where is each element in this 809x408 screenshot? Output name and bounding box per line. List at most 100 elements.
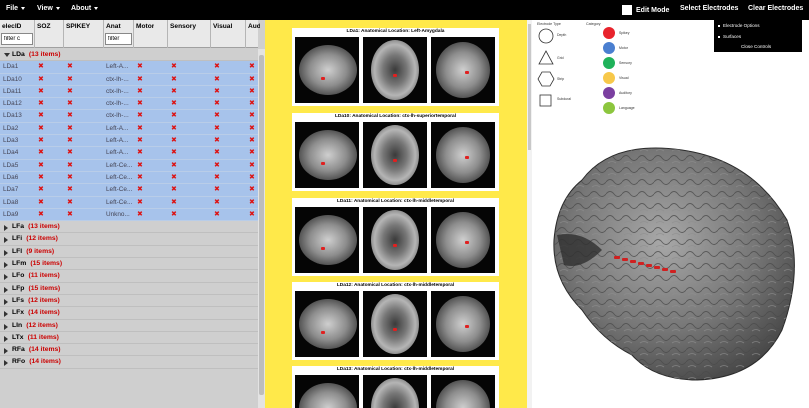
audit-cell-x-icon[interactable]: ✖ [249, 198, 255, 206]
sensory-cell-x-icon[interactable]: ✖ [171, 149, 177, 157]
audit-cell-x-icon[interactable]: ✖ [249, 75, 255, 83]
clear-electrodes-button[interactable]: Clear Electrodes [748, 5, 804, 12]
column-soz[interactable]: SOZ [35, 20, 64, 48]
visual-cell-x-icon[interactable]: ✖ [214, 100, 220, 108]
soz-cell-x-icon[interactable]: ✖ [38, 112, 44, 120]
table-scrollbar[interactable] [258, 49, 265, 408]
electrode-options-item[interactable]: Electrode Options [718, 23, 760, 28]
sensory-cell-x-icon[interactable]: ✖ [171, 161, 177, 169]
group-row[interactable]: LFa (13 items) [0, 221, 258, 234]
group-row[interactable]: LIn (12 items) [0, 320, 258, 332]
audit-cell-x-icon[interactable]: ✖ [249, 112, 255, 120]
spikey-cell-x-icon[interactable]: ✖ [67, 173, 73, 181]
table-row[interactable]: LDa4 Left-A... ✖ ✖ ✖ ✖ ✖ ✖ [0, 147, 258, 160]
motor-cell-x-icon[interactable]: ✖ [137, 161, 143, 169]
visual-cell-x-icon[interactable]: ✖ [214, 87, 220, 95]
soz-cell-x-icon[interactable]: ✖ [38, 198, 44, 206]
visual-cell-x-icon[interactable]: ✖ [214, 124, 220, 132]
visual-cell-x-icon[interactable]: ✖ [214, 112, 220, 120]
spikey-cell-x-icon[interactable]: ✖ [67, 161, 73, 169]
spikey-cell-x-icon[interactable]: ✖ [67, 75, 73, 83]
table-row[interactable]: LDa9 Unkno... ✖ ✖ ✖ ✖ ✖ ✖ [0, 208, 258, 222]
group-row-lda[interactable]: LDa (13 items) [0, 49, 258, 62]
table-row[interactable]: LDa1 Left-A... ✖ ✖ ✖ ✖ ✖ ✖ [0, 61, 258, 74]
table-row[interactable]: LDa7 Left-Ce... ✖ ✖ ✖ ✖ ✖ ✖ [0, 184, 258, 197]
group-row[interactable]: LFx (14 items) [0, 307, 258, 320]
group-row[interactable]: RFo (14 items) [0, 356, 258, 369]
spikey-cell-x-icon[interactable]: ✖ [67, 210, 73, 218]
sensory-cell-x-icon[interactable]: ✖ [171, 100, 177, 108]
sensory-cell-x-icon[interactable]: ✖ [171, 186, 177, 194]
column-spikey[interactable]: SPIKEY [64, 20, 104, 48]
edit-mode-toggle[interactable]: Edit Mode [622, 5, 669, 15]
audit-cell-x-icon[interactable]: ✖ [249, 161, 255, 169]
group-row[interactable]: RFa (14 items) [0, 344, 258, 357]
sensory-cell-x-icon[interactable]: ✖ [171, 173, 177, 181]
brain-surface[interactable] [542, 140, 804, 390]
column-visual[interactable]: Visual [211, 20, 246, 48]
report-scrollbar[interactable] [527, 20, 532, 408]
table-row[interactable]: LDa11 ctx-lh-... ✖ ✖ ✖ ✖ ✖ ✖ [0, 85, 258, 99]
soz-cell-x-icon[interactable]: ✖ [38, 124, 44, 132]
group-row[interactable]: LFi (12 items) [0, 233, 258, 246]
motor-cell-x-icon[interactable]: ✖ [137, 75, 143, 83]
motor-cell-x-icon[interactable]: ✖ [137, 63, 143, 71]
sensory-cell-x-icon[interactable]: ✖ [171, 124, 177, 132]
soz-cell-x-icon[interactable]: ✖ [38, 210, 44, 218]
scrollbar-thumb[interactable] [528, 24, 531, 150]
audit-cell-x-icon[interactable]: ✖ [249, 124, 255, 132]
soz-cell-x-icon[interactable]: ✖ [38, 63, 44, 71]
spikey-cell-x-icon[interactable]: ✖ [67, 112, 73, 120]
motor-cell-x-icon[interactable]: ✖ [137, 210, 143, 218]
audit-cell-x-icon[interactable]: ✖ [249, 149, 255, 157]
motor-cell-x-icon[interactable]: ✖ [137, 186, 143, 194]
motor-cell-x-icon[interactable]: ✖ [137, 173, 143, 181]
visual-cell-x-icon[interactable]: ✖ [214, 210, 220, 218]
sensory-cell-x-icon[interactable]: ✖ [171, 198, 177, 206]
visual-cell-x-icon[interactable]: ✖ [214, 149, 220, 157]
audit-cell-x-icon[interactable]: ✖ [249, 87, 255, 95]
soz-cell-x-icon[interactable]: ✖ [38, 149, 44, 157]
edit-mode-checkbox[interactable] [622, 5, 632, 15]
column-sensory[interactable]: Sensory [168, 20, 211, 48]
spikey-cell-x-icon[interactable]: ✖ [67, 100, 73, 108]
soz-cell-x-icon[interactable]: ✖ [38, 75, 44, 83]
sensory-cell-x-icon[interactable]: ✖ [171, 137, 177, 145]
sensory-cell-x-icon[interactable]: ✖ [171, 87, 177, 95]
spikey-cell-x-icon[interactable]: ✖ [67, 137, 73, 145]
motor-cell-x-icon[interactable]: ✖ [137, 124, 143, 132]
audit-cell-x-icon[interactable]: ✖ [249, 100, 255, 108]
table-row[interactable]: LDa12 ctx-lh-... ✖ ✖ ✖ ✖ ✖ ✖ [0, 98, 258, 111]
close-controls-button[interactable]: Close Controls [741, 44, 772, 49]
motor-cell-x-icon[interactable]: ✖ [137, 137, 143, 145]
soz-cell-x-icon[interactable]: ✖ [38, 186, 44, 194]
soz-cell-x-icon[interactable]: ✖ [38, 137, 44, 145]
audit-cell-x-icon[interactable]: ✖ [249, 210, 255, 218]
table-row[interactable]: LDa8 Left-Ce... ✖ ✖ ✖ ✖ ✖ ✖ [0, 196, 258, 209]
table-row[interactable]: LDa13 ctx-lh-... ✖ ✖ ✖ ✖ ✖ ✖ [0, 110, 258, 123]
select-electrodes-button[interactable]: Select Electrodes [680, 5, 739, 12]
spikey-cell-x-icon[interactable]: ✖ [67, 186, 73, 194]
audit-cell-x-icon[interactable]: ✖ [249, 63, 255, 71]
sensory-cell-x-icon[interactable]: ✖ [171, 210, 177, 218]
group-row[interactable]: LFp (15 items) [0, 283, 258, 295]
visual-cell-x-icon[interactable]: ✖ [214, 75, 220, 83]
group-row[interactable]: LFl (9 items) [0, 246, 258, 259]
table-row[interactable]: LDa3 Left-A... ✖ ✖ ✖ ✖ ✖ ✖ [0, 135, 258, 148]
group-row[interactable]: LFm (15 items) [0, 258, 258, 271]
table-row[interactable]: LDa2 Left-A... ✖ ✖ ✖ ✖ ✖ ✖ [0, 122, 258, 136]
table-row[interactable]: LDa10 ctx-lh-... ✖ ✖ ✖ ✖ ✖ ✖ [0, 73, 258, 86]
view-menu[interactable]: View [37, 5, 60, 12]
motor-cell-x-icon[interactable]: ✖ [137, 87, 143, 95]
group-row[interactable]: LFs (12 items) [0, 295, 258, 308]
audit-cell-x-icon[interactable]: ✖ [249, 173, 255, 181]
soz-cell-x-icon[interactable]: ✖ [38, 173, 44, 181]
brain-3d-view[interactable]: Electrode Type Category Depth Grid Strip… [532, 20, 809, 408]
sensory-cell-x-icon[interactable]: ✖ [171, 75, 177, 83]
column-elecid[interactable]: elecID [0, 20, 35, 48]
visual-cell-x-icon[interactable]: ✖ [214, 173, 220, 181]
elecid-filter-input[interactable] [1, 33, 33, 45]
sensory-cell-x-icon[interactable]: ✖ [171, 112, 177, 120]
spikey-cell-x-icon[interactable]: ✖ [67, 63, 73, 71]
audit-cell-x-icon[interactable]: ✖ [249, 137, 255, 145]
